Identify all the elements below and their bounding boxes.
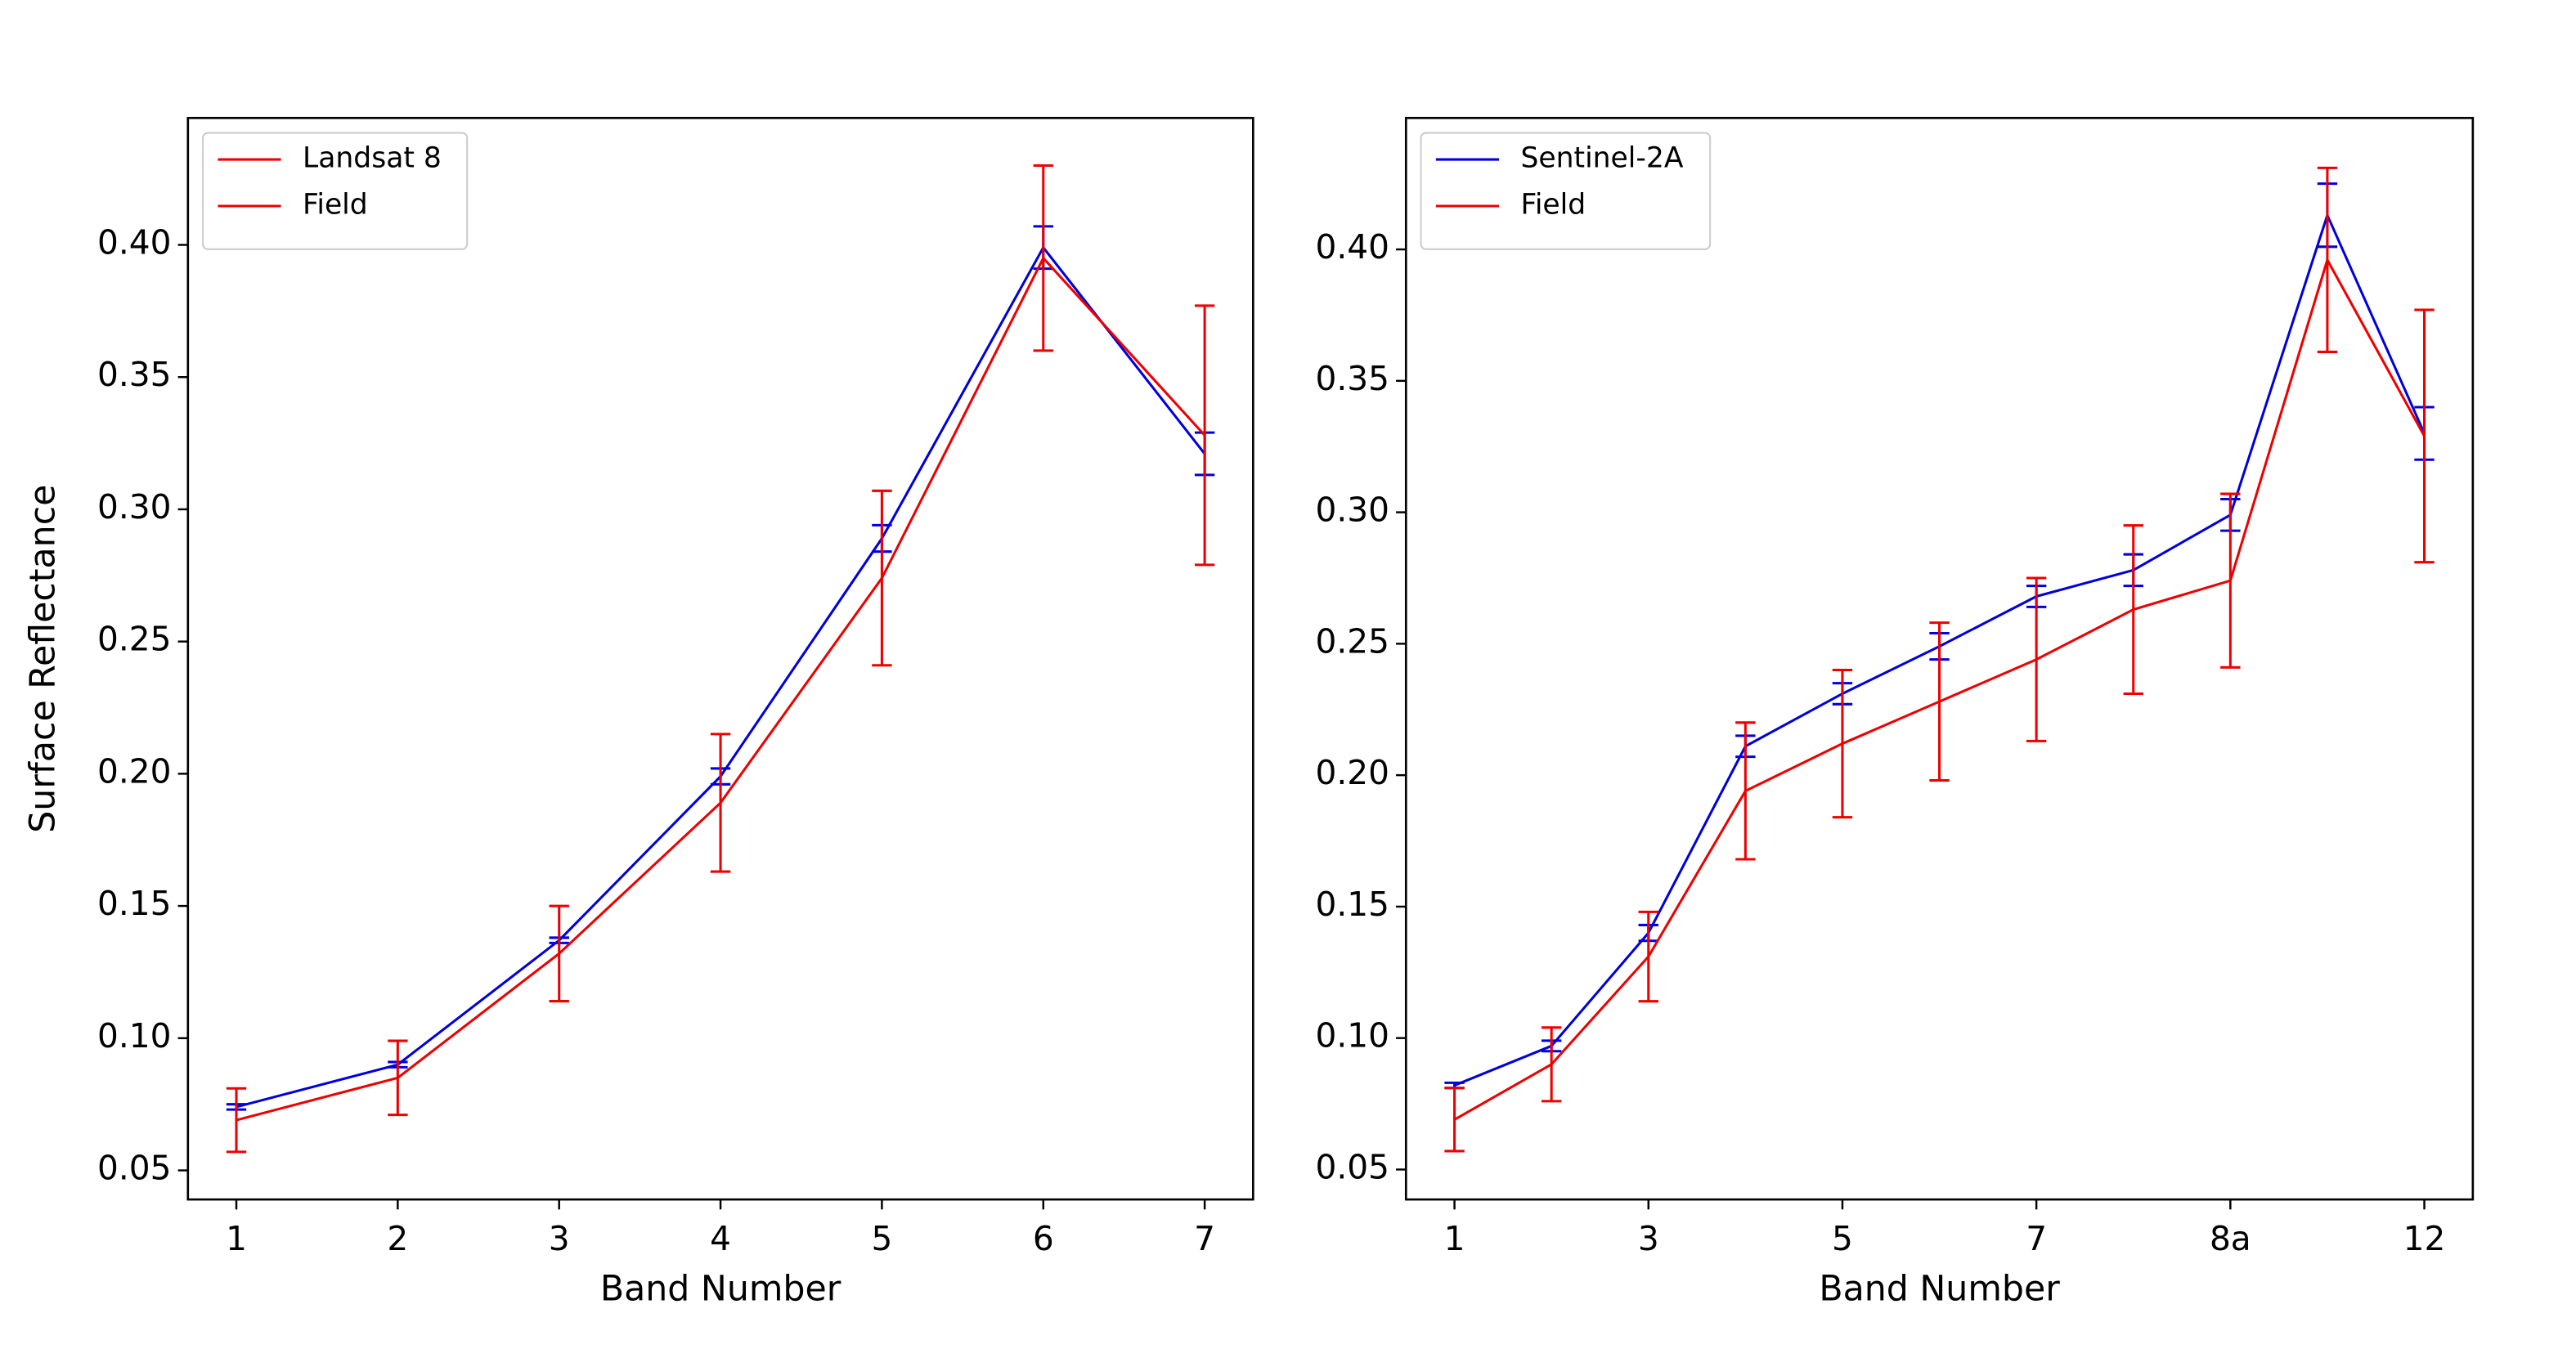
y-tick-label: 0.35 [97,355,171,394]
legend-box [1420,132,1712,250]
y-tick-label: 0.10 [1315,1016,1389,1055]
legend-label: Field [1520,188,1586,221]
y-tick-label: 0.05 [1315,1147,1389,1186]
y-tick-label: 0.05 [97,1149,171,1188]
error-bar [2220,492,2241,669]
error-bar [226,1087,247,1154]
x-tick-label: 7 [1194,1219,1215,1258]
series-line [236,256,1206,1122]
plot-frame [186,116,1254,1201]
error-bar [872,489,892,667]
y-tick-label: 0.25 [1315,621,1389,661]
error-bar [2123,524,2143,695]
y-tick-label: 0.40 [97,223,171,262]
y-tick-label: 0.15 [97,884,171,923]
legend-box [202,132,469,250]
y-axis-label: Surface Reflectance [23,485,64,833]
x-axis-label: Band Number [600,1268,841,1309]
x-tick-label: 1 [1444,1219,1465,1258]
y-tick-label: 0.10 [97,1016,171,1055]
y-tick-label: 0.20 [97,751,171,791]
error-bar [1929,621,1950,782]
legend-label: Landsat 8 [303,142,442,175]
error-bar [1033,164,1053,352]
y-tick-label: 0.20 [1315,753,1389,792]
x-tick-label: 12 [2403,1219,2446,1258]
series-line [236,245,1206,1109]
error-bar [1735,721,1756,861]
plot-frame [1404,116,2475,1201]
x-tick-label: 2 [387,1219,408,1258]
error-bar [710,733,731,873]
error-bar [1832,668,1853,819]
y-tick-label: 0.15 [1315,885,1389,924]
x-tick-label: 6 [1033,1219,1054,1258]
x-tick-label: 8a [2210,1219,2251,1258]
error-bar [388,1039,408,1117]
x-tick-label: 4 [710,1219,731,1258]
error-bar [2317,166,2338,353]
x-tick-label: 1 [226,1219,247,1258]
y-tick-label: 0.40 [1315,227,1389,267]
x-tick-label: 3 [1638,1219,1659,1258]
error-bar [549,904,569,1003]
y-tick-label: 0.30 [1315,491,1389,530]
error-bar [2026,576,2047,742]
x-tick-label: 5 [871,1219,892,1258]
y-tick-label: 0.35 [1315,359,1389,398]
legend-label: Field [303,188,368,221]
y-tick-label: 0.30 [97,487,171,527]
x-tick-label: 5 [1832,1219,1853,1258]
error-bar [2414,308,2435,564]
error-bar [1444,1087,1465,1153]
x-axis-label: Band Number [1819,1268,2060,1309]
error-bar [1194,304,1215,567]
error-bar [1541,1026,1562,1103]
y-tick-label: 0.25 [97,620,171,659]
legend-label: Sentinel-2A [1520,142,1683,175]
x-tick-label: 7 [2026,1219,2047,1258]
x-tick-label: 3 [549,1219,570,1258]
error-bar [1638,910,1658,1003]
